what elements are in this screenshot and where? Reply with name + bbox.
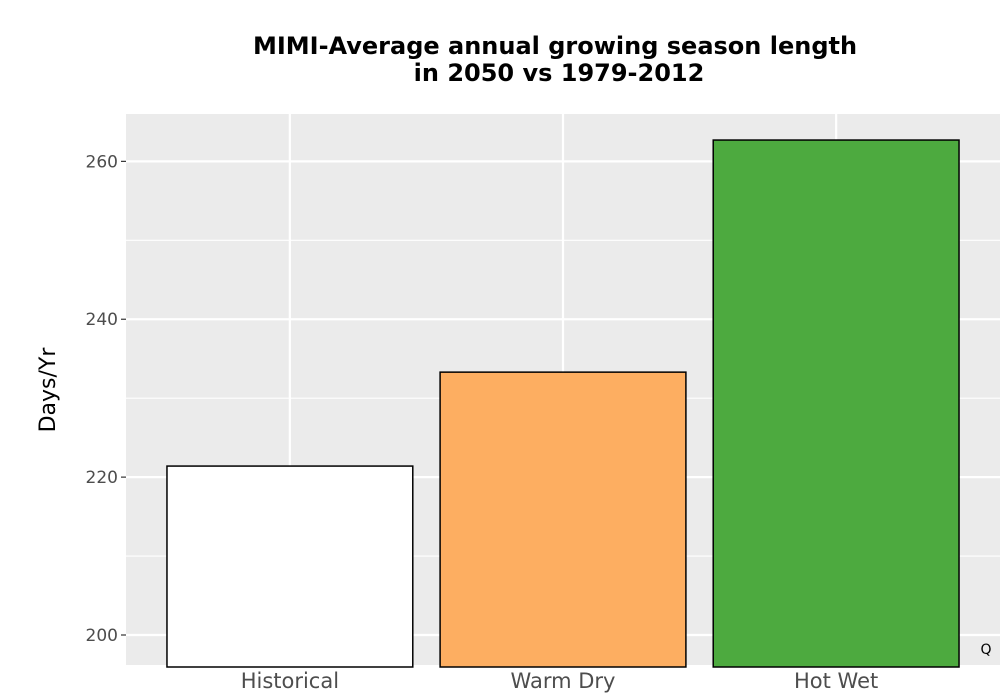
x-tick-label: Warm Dry bbox=[511, 669, 616, 693]
corner-mark: Q bbox=[980, 642, 991, 658]
chart-title-line-2: in 2050 vs 1979-2012 bbox=[414, 59, 705, 87]
bar-historical bbox=[166, 465, 414, 668]
y-axis-ticks: 200 220 240 260 bbox=[86, 152, 126, 646]
y-tick-label: 260 bbox=[86, 152, 118, 172]
bar-warm-dry bbox=[439, 371, 687, 668]
y-tick-label: 200 bbox=[86, 626, 118, 646]
bar-hot-wet bbox=[712, 139, 960, 668]
y-tick-label: 220 bbox=[86, 468, 118, 488]
x-tick-label: Hot Wet bbox=[794, 669, 878, 693]
x-tick-label: Historical bbox=[241, 669, 339, 693]
bars bbox=[166, 139, 960, 668]
chart-title-line-1: MIMI-Average annual growing season lengt… bbox=[253, 32, 857, 60]
x-axis-ticks: Historical Warm Dry Hot Wet bbox=[241, 669, 879, 693]
y-axis-label: Days/Yr bbox=[36, 347, 61, 433]
y-tick-label: 240 bbox=[86, 310, 118, 330]
